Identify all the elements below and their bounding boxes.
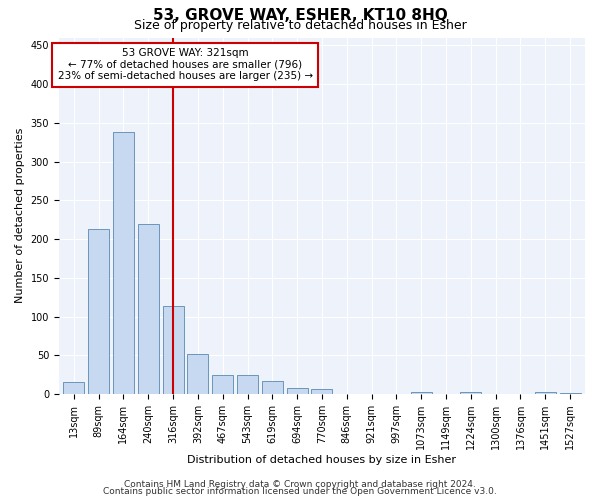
Bar (163, 306, 184, 394)
Bar (63, 382, 85, 394)
X-axis label: Distribution of detached houses by size in Esher: Distribution of detached houses by size … (187, 455, 457, 465)
Bar (460, 392, 481, 394)
Text: 53 GROVE WAY: 321sqm
← 77% of detached houses are smaller (796)
23% of semi-deta: 53 GROVE WAY: 321sqm ← 77% of detached h… (58, 48, 313, 82)
Bar (187, 354, 208, 394)
Bar (237, 376, 258, 394)
Bar (113, 132, 134, 394)
Text: Contains public sector information licensed under the Open Government Licence v3: Contains public sector information licen… (103, 487, 497, 496)
Bar (88, 229, 109, 394)
Text: Size of property relative to detached houses in Esher: Size of property relative to detached ho… (134, 19, 466, 32)
Bar (212, 374, 233, 394)
Text: Contains HM Land Registry data © Crown copyright and database right 2024.: Contains HM Land Registry data © Crown c… (124, 480, 476, 489)
Bar (410, 392, 432, 394)
Text: 53, GROVE WAY, ESHER, KT10 8HQ: 53, GROVE WAY, ESHER, KT10 8HQ (152, 8, 448, 22)
Bar (535, 392, 556, 394)
Bar (560, 392, 581, 394)
Bar (311, 390, 332, 394)
Bar (287, 388, 308, 394)
Bar (262, 381, 283, 394)
Bar (137, 224, 159, 394)
Y-axis label: Number of detached properties: Number of detached properties (15, 128, 25, 304)
